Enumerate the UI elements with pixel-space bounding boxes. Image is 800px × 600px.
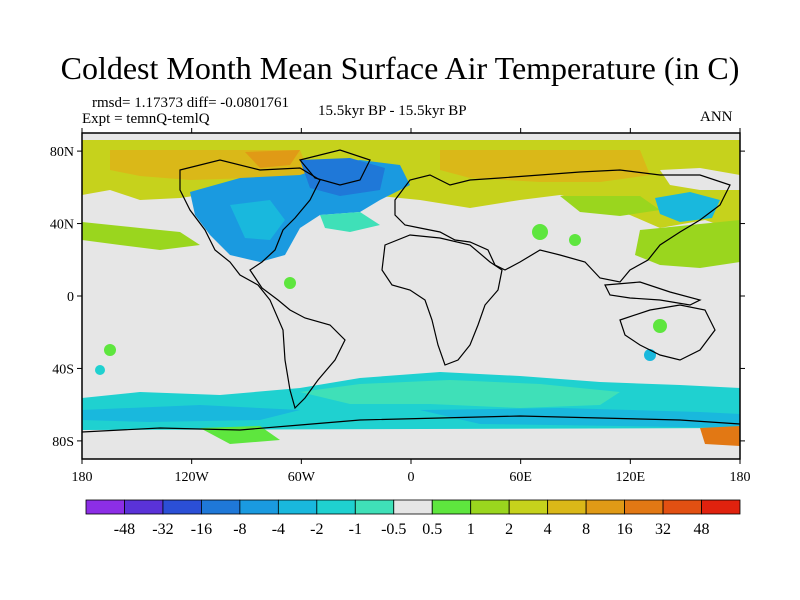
legend-label: 8 — [582, 521, 590, 538]
coastlines — [81, 149, 741, 433]
lon-tick-label: 60E — [509, 470, 532, 485]
cold-region — [300, 158, 385, 196]
legend-swatch — [431, 499, 472, 515]
neutral-region — [82, 428, 740, 459]
legend-label: -1 — [349, 521, 362, 538]
legend-label: -8 — [233, 521, 246, 538]
lat-tick-label: 40S — [52, 362, 74, 377]
cold-region — [644, 349, 656, 361]
legend-label: 1 — [467, 521, 475, 538]
cold-region — [230, 200, 285, 240]
legend-label: 48 — [694, 521, 710, 538]
legend-swatch — [316, 499, 356, 515]
legend-label: -4 — [272, 521, 285, 538]
legend-label: -16 — [191, 521, 212, 538]
legend-label: -32 — [152, 521, 173, 538]
warm-region — [560, 196, 660, 216]
legend-label: 4 — [544, 521, 552, 538]
legend-swatch — [701, 499, 741, 515]
warm-region — [200, 426, 280, 444]
legend-label: 2 — [505, 521, 513, 538]
legend-swatch — [470, 499, 510, 515]
warm-region — [532, 224, 548, 240]
legend-swatch — [277, 499, 318, 515]
australia-coastline — [619, 304, 716, 361]
lat-tick-label: 0 — [67, 290, 74, 305]
lon-tick-label: 60W — [288, 470, 316, 485]
cold-region — [95, 365, 105, 375]
legend-swatch — [508, 499, 549, 515]
legend-swatch — [124, 499, 164, 515]
stats-line: rmsd= 1.17373 diff= -0.0801761 — [92, 95, 290, 111]
greenland-coastline — [298, 149, 371, 186]
cold-region — [320, 212, 380, 232]
legend-swatch — [239, 499, 279, 515]
map-axes: 80N 40N 0 40S 80S 180 120W 60W 0 60E 120E 180 — [50, 128, 751, 485]
lon-tick-label: 120W — [175, 470, 210, 485]
cold-region — [655, 192, 720, 222]
period-line: 15.5kyr BP - 15.5kyr BP — [318, 103, 467, 119]
lon-tick-label: 180 — [730, 470, 751, 485]
legend-swatch — [85, 499, 125, 515]
legend-label: -48 — [114, 521, 135, 538]
legend-swatch — [662, 499, 702, 515]
africa-coastline — [381, 234, 503, 366]
maritime-continent-coastline — [604, 281, 702, 306]
legend-swatch — [354, 499, 395, 515]
warm-region — [82, 222, 200, 250]
legend-swatch — [162, 499, 202, 515]
experiment-line: Expt = temnQ-temlQ — [82, 111, 210, 127]
lon-tick-label: 120E — [616, 470, 646, 485]
antarctica-coastline — [81, 415, 741, 433]
lat-tick-label: 80S — [52, 435, 74, 450]
legend-label: -2 — [310, 521, 323, 538]
plot-title: Coldest Month Mean Surface Air Temperatu… — [60, 50, 740, 86]
warm-region — [440, 150, 650, 182]
lon-tick-label: 0 — [408, 470, 415, 485]
season-label: ANN — [700, 109, 733, 125]
warm-region — [104, 344, 116, 356]
legend-swatch — [547, 499, 587, 515]
legend-label: 16 — [617, 521, 633, 538]
warm-region — [245, 150, 300, 168]
warm-region — [635, 220, 740, 268]
warm-region — [569, 234, 581, 246]
cold-region — [82, 405, 300, 422]
legend-label: 32 — [655, 521, 671, 538]
eurasia-coastline — [394, 169, 731, 283]
legend-swatch — [201, 499, 241, 515]
lat-tick-label: 40N — [50, 218, 74, 233]
lat-tick-label: 80N — [50, 145, 74, 160]
color-legend: -48 -32 -16 -8 -4 -2 -1 -0.5 0.5 1 2 4 8 16 32 48 — [85, 499, 741, 538]
warm-region — [700, 426, 740, 446]
warm-region — [284, 277, 296, 289]
warm-region — [653, 319, 667, 333]
legend-label: 0.5 — [422, 521, 442, 538]
legend-label: -0.5 — [381, 521, 406, 538]
lon-tick-label: 180 — [72, 470, 93, 485]
americas-coastline — [179, 159, 346, 410]
legend-swatch — [624, 499, 664, 515]
cold-region — [300, 380, 620, 408]
legend-swatch — [393, 499, 433, 515]
legend-swatch — [585, 499, 625, 515]
neutral-region — [660, 168, 740, 190]
